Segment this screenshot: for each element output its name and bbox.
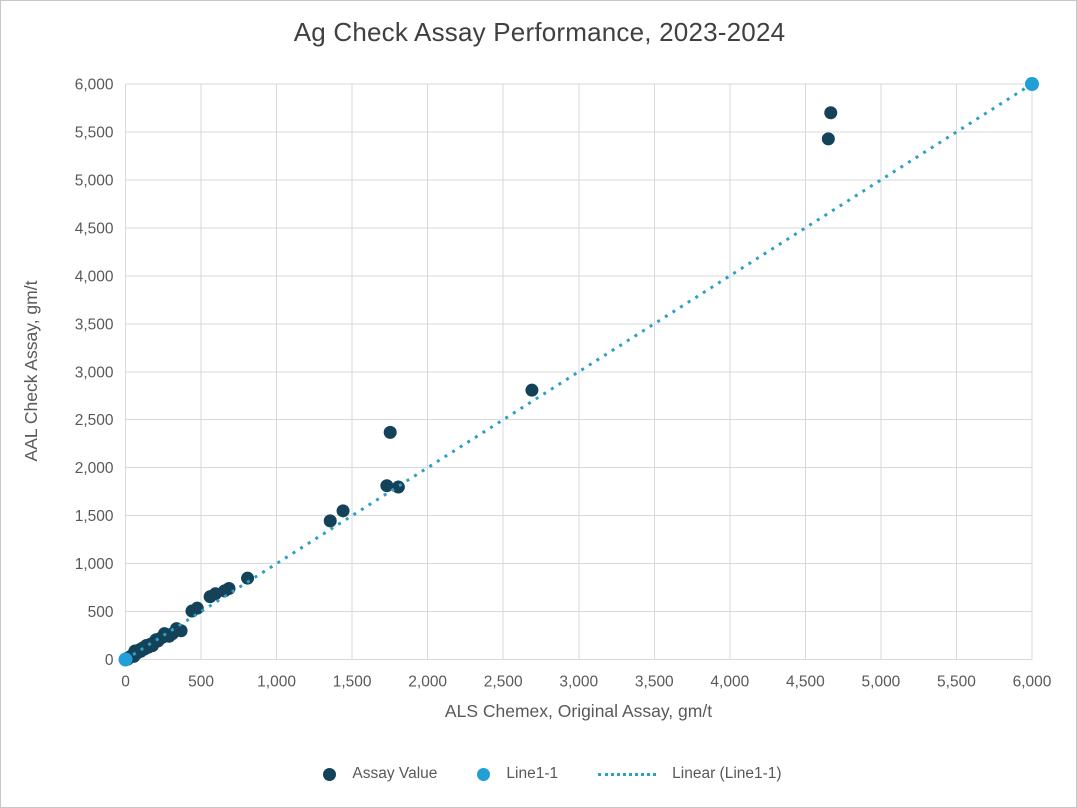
- assay-data-point: [336, 504, 350, 518]
- x-axis-title: ALS Chemex, Original Assay, gm/t: [444, 701, 713, 721]
- assay-value-marker-icon: [323, 767, 337, 781]
- y-tick-label: 5,500: [75, 124, 114, 141]
- y-tick-label: 500: [88, 604, 114, 621]
- x-tick-label: 6,000: [1013, 674, 1052, 691]
- y-tick-label: 0: [105, 652, 114, 669]
- x-tick-label: 5,000: [862, 674, 901, 691]
- y-tick-label: 5,000: [75, 172, 114, 189]
- y-tick-label: 3,500: [75, 316, 114, 333]
- assay-data-point: [323, 514, 337, 528]
- x-tick-label: 0: [121, 674, 130, 691]
- x-tick-label: 4,000: [710, 674, 749, 691]
- y-tick-label: 3,000: [75, 364, 114, 381]
- line1-1-data-point: [118, 652, 133, 667]
- legend-item-linear-trend: Linear (Line1-1): [598, 765, 782, 783]
- chart-title: Ag Check Assay Performance, 2023-2024: [293, 17, 786, 47]
- x-tick-label: 1,000: [257, 674, 296, 691]
- assay-data-point: [391, 480, 405, 494]
- assay-data-point: [383, 425, 397, 439]
- x-tick-label: 2,500: [484, 674, 523, 691]
- assay-data-point: [824, 106, 838, 120]
- y-tick-label: 2,500: [75, 412, 114, 429]
- legend-item-assay-value: Assay Value: [323, 765, 437, 783]
- assay-data-point: [241, 571, 255, 585]
- x-tick-label: 1,500: [333, 674, 372, 691]
- legend-label-linear-trend: Linear (Line1-1): [672, 765, 782, 782]
- assay-data-point: [380, 479, 394, 493]
- assay-data-point: [525, 383, 539, 397]
- y-tick-label: 1,500: [75, 508, 114, 525]
- assay-data-point: [190, 601, 204, 615]
- legend-item-line1-1: Line1-1: [477, 765, 558, 783]
- x-tick-label: 3,000: [559, 674, 598, 691]
- y-tick-label: 2,000: [75, 460, 114, 477]
- x-tick-label: 2,000: [408, 674, 447, 691]
- assay-data-point: [222, 582, 236, 596]
- assay-data-point: [821, 132, 835, 146]
- y-tick-label: 6,000: [75, 77, 114, 94]
- x-tick-label: 500: [188, 674, 214, 691]
- linear-trendline-icon: [598, 772, 657, 776]
- x-tick-label: 3,500: [635, 674, 674, 691]
- assay-data-point: [174, 624, 188, 638]
- line1-1-data-point: [1025, 77, 1039, 91]
- line1-1-marker-icon: [477, 767, 491, 781]
- y-tick-label: 4,000: [75, 268, 114, 285]
- x-tick-label: 5,500: [937, 674, 976, 691]
- legend-label-assay-value: Assay Value: [352, 765, 438, 782]
- y-axis-title: AAL Check Assay, gm/t: [21, 280, 41, 462]
- legend-label-line1-1: Line1-1: [506, 765, 559, 782]
- x-tick-label: 4,500: [786, 674, 825, 691]
- y-tick-label: 4,500: [75, 220, 114, 237]
- y-tick-label: 1,000: [75, 556, 114, 573]
- legend: Assay Value Line1-1 Linear (Line1-1): [1, 765, 1076, 783]
